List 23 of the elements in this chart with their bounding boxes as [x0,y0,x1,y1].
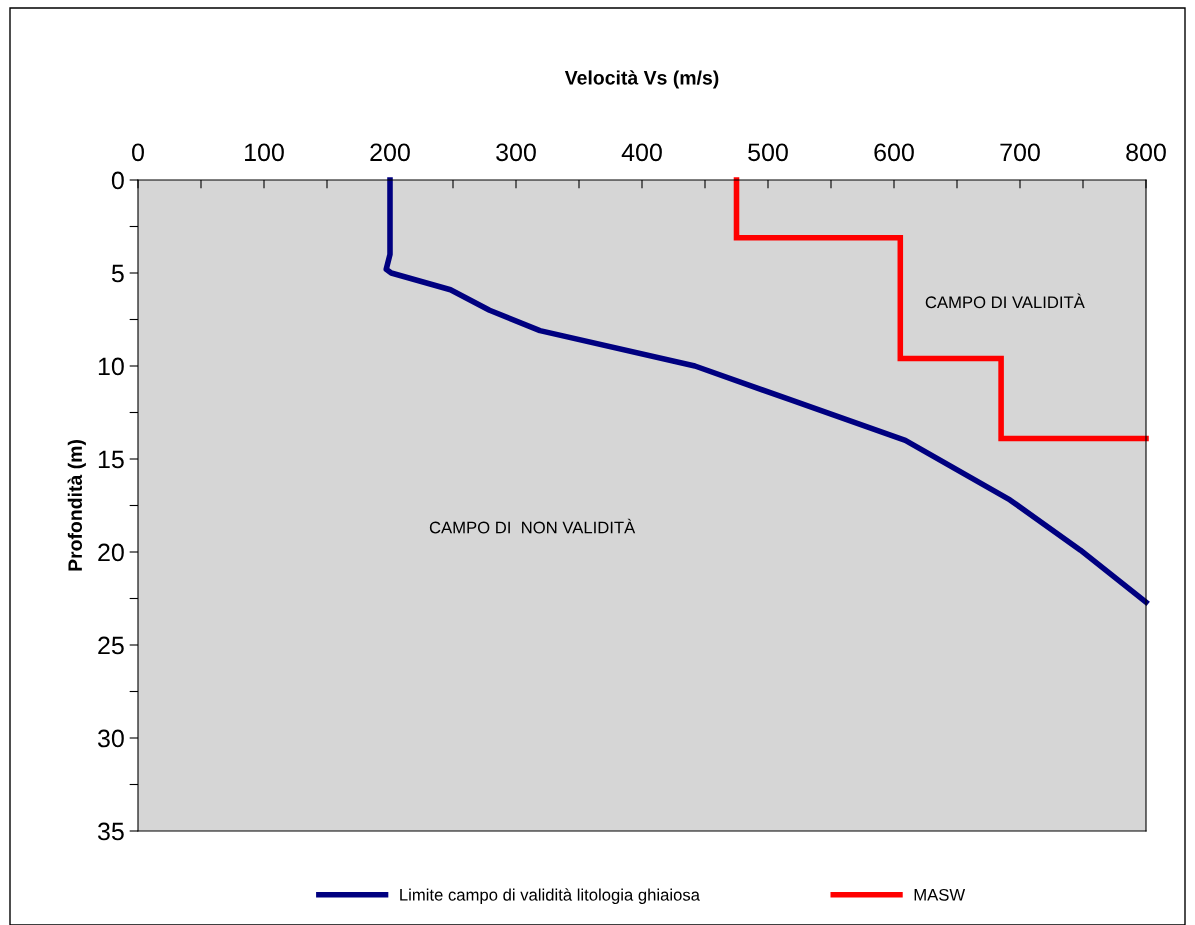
x-tick-label: 0 [132,143,144,162]
y-tick-label: 0 [111,171,124,190]
annotation: CAMPO DI VALIDITÀ [925,293,1085,309]
legend-label: MASW [914,888,966,901]
y-tick-label: 20 [98,543,124,562]
x-tick-label: 500 [748,143,788,162]
x-tick-label: 700 [1000,143,1040,162]
y-tick-label: 10 [98,357,124,376]
annotation: CAMPO DI NON VALIDITÀ [429,518,636,534]
y-tick-label: 25 [98,636,124,655]
x-axis-title: Velocità Vs (m/s) [564,70,719,89]
x-tick-label: 600 [874,143,914,162]
y-tick-label: 30 [97,729,124,748]
y-tick-label: 15 [98,450,124,469]
y-axis-title: Profondità (m) [67,440,86,571]
x-tick-label: 200 [370,143,410,162]
legend-label: Limite campo di validità litologia ghiaiosa [400,888,700,905]
x-tick-label: 300 [496,143,536,162]
x-tick-label: 800 [1126,143,1166,162]
y-tick-label: 5 [111,264,124,283]
y-tick-label: 35 [97,822,124,841]
x-tick-label: 100 [245,143,284,162]
x-tick-label: 400 [621,143,662,162]
